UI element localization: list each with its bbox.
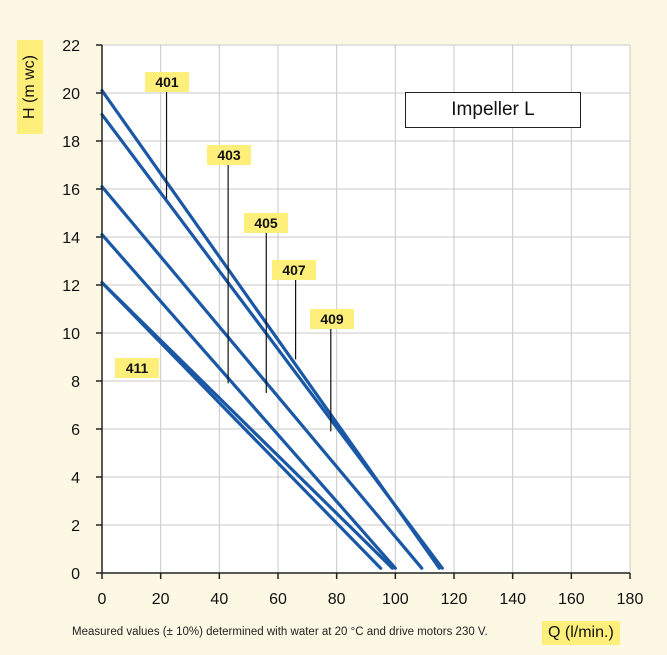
x-tick-label: 140 (499, 591, 526, 608)
series-lines (100, 88, 444, 570)
y-tick-label: 18 (62, 134, 80, 151)
axes (96, 44, 631, 579)
x-tick-label: 80 (328, 591, 346, 608)
y-axis-title-text: H (m wc) (21, 55, 38, 119)
curve-label-401: 401 (155, 74, 179, 90)
series-line-407 (100, 233, 397, 570)
curve-label-403: 403 (217, 147, 241, 163)
curve-tag-407 (272, 260, 316, 280)
curve-label-407: 407 (282, 262, 306, 278)
curve-tag-405 (244, 213, 288, 233)
y-tick-label: 22 (62, 38, 80, 55)
y-tick-label: 20 (62, 86, 80, 103)
y-tick-label: 6 (71, 422, 80, 439)
x-tick-label: 40 (210, 591, 228, 608)
label-pointers (136, 92, 332, 432)
curve-tag-403 (207, 145, 251, 165)
curve-tag-411 (115, 358, 159, 378)
x-tick-label: 20 (152, 591, 170, 608)
x-tick-label: 180 (617, 591, 644, 608)
curve-label-405: 405 (254, 215, 278, 231)
y-tick-label: 8 (71, 374, 80, 391)
series-line-411 (100, 281, 394, 570)
y-tick-label: 14 (62, 230, 80, 247)
x-tick-label: 0 (98, 591, 107, 608)
x-axis-title: Q (l/min.) (542, 621, 620, 645)
x-tick-label: 100 (382, 591, 409, 608)
curve-labels: 401 403 405 407 409 411 (115, 72, 354, 378)
curve-tag-409 (310, 309, 354, 329)
y-tick-label: 10 (62, 326, 80, 343)
y-tick-label: 2 (71, 518, 80, 535)
x-tick-label: 160 (558, 591, 585, 608)
y-tick-label: 0 (71, 566, 80, 583)
series-line-403 (100, 112, 444, 570)
plot-area (102, 45, 630, 573)
x-tick-label: 120 (441, 591, 468, 608)
curve-label-409: 409 (320, 311, 344, 327)
curve-tag-401 (145, 72, 189, 92)
impeller-legend-box: Impeller L (405, 92, 581, 128)
curve-label-411: 411 (126, 360, 149, 376)
y-tick-label: 12 (62, 278, 80, 295)
x-tick-label: 60 (269, 591, 287, 608)
y-tick-label: 16 (62, 182, 80, 199)
y-tick-label: 4 (71, 470, 80, 487)
tick-labels: 0 20 40 60 80 100 120 140 160 180 0 2 4 6 8 10 12 14 16 18 2… (62, 38, 643, 608)
y-axis-title: H (m wc) (17, 40, 43, 134)
measurement-footnote: Measured values (± 10%) determined with … (72, 626, 488, 638)
grid (102, 44, 631, 573)
series-line-405 (100, 185, 424, 570)
